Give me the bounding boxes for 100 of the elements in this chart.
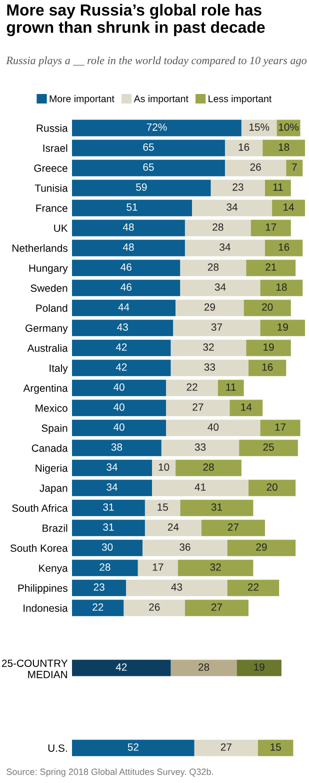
- bar: [72, 200, 192, 216]
- y-tick-label: Indonesia: [24, 604, 68, 612]
- bar: [194, 740, 258, 756]
- data-label: 21: [266, 263, 276, 271]
- chart-subtitle: Russia plays a __ role in the world today compared to 10 years ago: [6, 56, 307, 66]
- y-tick-label: South Africa: [12, 504, 68, 512]
- data-label: 37: [211, 323, 222, 331]
- bar: [170, 360, 249, 376]
- y-tick-label: Brazil: [42, 524, 68, 532]
- data-label: 46: [120, 283, 132, 291]
- data-label: 15%: [249, 123, 270, 131]
- bar: [72, 120, 242, 136]
- bar: [248, 480, 296, 496]
- bar: [144, 520, 202, 536]
- bar: [72, 600, 124, 616]
- data-label: 18: [276, 283, 287, 291]
- data-label: 29: [204, 303, 215, 311]
- bar: [180, 500, 254, 516]
- bar: [72, 380, 166, 396]
- data-label: 27: [228, 523, 238, 531]
- data-label: 23: [94, 583, 104, 591]
- bar: [72, 360, 171, 376]
- data-label: 48: [122, 243, 134, 251]
- bar: [230, 400, 263, 416]
- data-label: 17: [152, 563, 164, 571]
- data-label: 26: [250, 163, 261, 171]
- y-tick-label: Argentina: [23, 384, 68, 394]
- bar: [72, 260, 180, 276]
- data-label: 28: [100, 563, 110, 571]
- bar: [72, 140, 225, 156]
- data-label: 16: [262, 363, 273, 371]
- bar: [246, 340, 291, 356]
- y-tick-label: Nigeria: [36, 464, 68, 474]
- bar: [224, 140, 263, 156]
- bar: [286, 160, 303, 176]
- data-label: 27: [211, 603, 222, 611]
- bar: [236, 660, 282, 676]
- data-label: 11: [226, 384, 236, 391]
- data-label: 16: [278, 243, 290, 251]
- bar: [201, 520, 265, 536]
- bar: [72, 540, 143, 556]
- bar: [72, 560, 138, 576]
- data-label: 15: [158, 503, 168, 511]
- y-tick-label: UK: [54, 224, 68, 232]
- data-label: 22: [186, 383, 198, 391]
- data-label: 28: [203, 463, 214, 471]
- bar: [184, 220, 251, 236]
- bar: [239, 440, 298, 456]
- data-label: 10: [158, 463, 170, 471]
- bar: [184, 600, 249, 616]
- bar: [210, 180, 265, 196]
- bar: [144, 500, 180, 516]
- bar: [72, 500, 145, 516]
- bar: [166, 380, 218, 396]
- data-label: 23: [232, 183, 244, 191]
- data-label: 34: [214, 283, 226, 291]
- data-label: 31: [211, 503, 222, 511]
- data-label: 43: [117, 323, 128, 331]
- data-label: 19: [254, 663, 264, 671]
- bar: [72, 240, 185, 256]
- bar: [72, 160, 225, 176]
- legend-label: Less important: [208, 95, 272, 104]
- data-label: 42: [116, 663, 127, 671]
- data-label: 20: [262, 303, 273, 311]
- data-label: 34: [106, 463, 118, 471]
- bar: [176, 460, 242, 476]
- bar: [218, 380, 244, 396]
- data-label: 26: [149, 603, 160, 611]
- data-label: 48: [122, 223, 134, 231]
- bar: [72, 320, 174, 336]
- bar: [262, 140, 305, 156]
- y-tick-label: Italy: [50, 364, 68, 374]
- source-note: Source: Spring 2018 Global Attitudes Survey. Q32b.: [6, 768, 213, 777]
- bar: [72, 280, 180, 296]
- data-label: 72%: [146, 123, 167, 131]
- data-label: 22: [248, 583, 258, 591]
- y-tick-label: Netherlands: [12, 244, 68, 252]
- data-label: 34: [106, 483, 118, 491]
- bar: [72, 480, 152, 496]
- bar: [166, 420, 260, 436]
- data-label: 40: [114, 383, 124, 391]
- bar: [192, 200, 272, 216]
- bar: [180, 260, 246, 276]
- data-label: 28: [208, 263, 219, 271]
- data-label: 14: [284, 204, 294, 211]
- data-label: 7: [292, 164, 297, 171]
- y-tick-label: Russia: [36, 124, 68, 132]
- bar: [124, 600, 185, 616]
- bar: [224, 160, 286, 176]
- data-label: 42: [116, 343, 127, 351]
- bar: [72, 520, 145, 536]
- bar: [72, 460, 152, 476]
- bar: [227, 580, 280, 596]
- y-tick-label: Australia: [27, 344, 68, 352]
- y-tick-label: Mexico: [36, 404, 68, 412]
- y-tick-label: Japan: [40, 484, 68, 494]
- data-label: 27: [192, 403, 204, 411]
- data-label: 16: [238, 143, 250, 151]
- bar: [260, 280, 303, 296]
- bar: [244, 300, 291, 316]
